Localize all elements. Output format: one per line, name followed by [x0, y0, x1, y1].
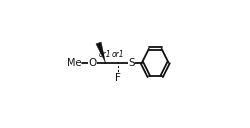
Text: S: S — [128, 58, 135, 68]
Text: or1: or1 — [112, 50, 124, 59]
Text: F: F — [115, 73, 121, 83]
Text: Me: Me — [67, 58, 81, 68]
Text: or1: or1 — [99, 50, 112, 59]
Text: O: O — [88, 58, 97, 68]
Polygon shape — [96, 42, 106, 63]
